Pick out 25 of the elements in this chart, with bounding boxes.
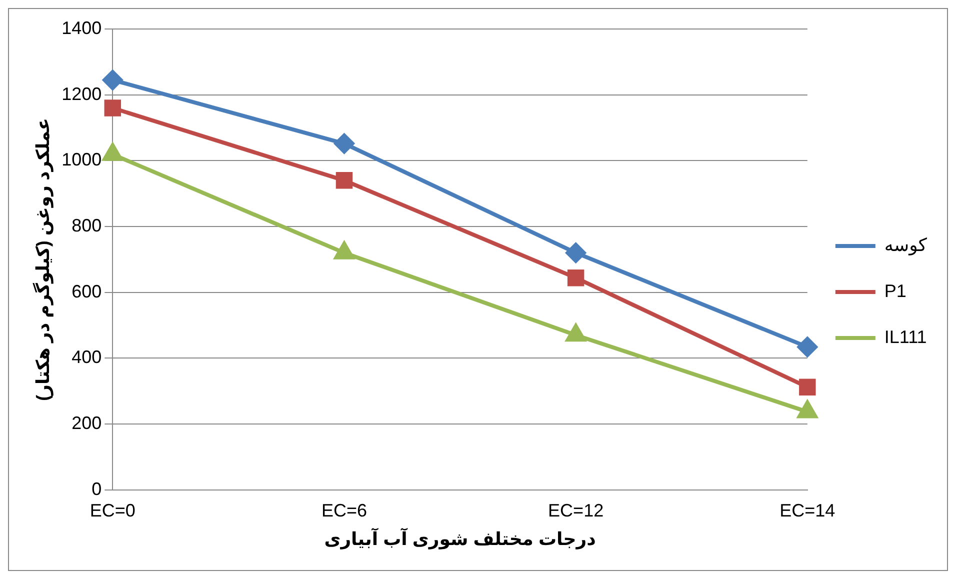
point <box>102 70 123 90</box>
y-tick-label: 1000 <box>62 150 102 170</box>
y-tick-label: 600 <box>72 281 102 302</box>
y-tick-label: 200 <box>72 412 102 433</box>
x-axis-title: درجات مختلف شوری آب آبیاری <box>324 527 596 550</box>
x-tick-label: EC=6 <box>321 500 367 521</box>
point <box>566 242 586 263</box>
y-tick-label: 800 <box>72 215 102 236</box>
legend-label: IL111 <box>884 326 927 347</box>
point <box>334 134 354 154</box>
point <box>336 172 353 189</box>
point <box>797 336 818 357</box>
x-tick-label: EC=0 <box>90 500 136 521</box>
point <box>567 269 584 286</box>
y-tick-label: 1200 <box>62 84 102 104</box>
point <box>104 100 122 116</box>
legend-label: کوسه <box>884 234 928 256</box>
x-tick-label: EC=12 <box>548 500 604 521</box>
y-axis-title: عملکرد روغن (کیلوگرم در هکتار) <box>32 118 54 401</box>
y-tick-label: 1400 <box>62 18 102 38</box>
y-tick-label: 400 <box>72 347 102 368</box>
y-tick-label: 0 <box>92 478 102 499</box>
point <box>799 378 816 396</box>
legend-label: P1 <box>884 280 906 301</box>
x-tick-label: EC=14 <box>780 500 836 521</box>
